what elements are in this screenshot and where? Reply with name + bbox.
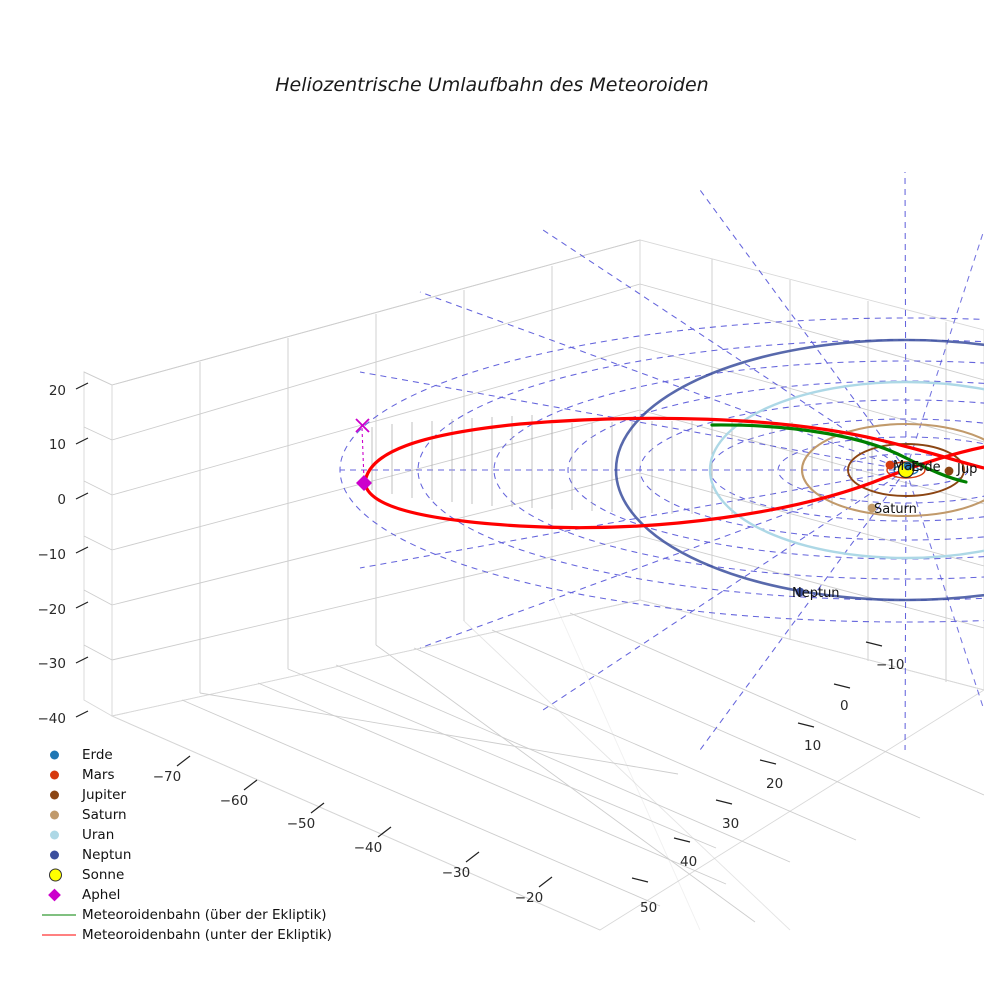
orbit-above-line-icon: [38, 905, 82, 925]
legend-item-saturn[interactable]: Saturn: [38, 805, 332, 825]
saturn-label: Saturn: [874, 502, 917, 517]
erde-marker-icon: [38, 745, 82, 765]
mars-label: Mars: [893, 459, 925, 474]
z-tick: 0: [57, 492, 66, 508]
orbit-jupiter: [847, 443, 965, 497]
aphel-marker-icon: [38, 885, 82, 905]
axes-panes: [83, 239, 984, 931]
orbit-below-line-icon: [38, 925, 82, 945]
y-tick: 30: [722, 816, 739, 832]
y-axis-tick-labels: −10 0 10 20 30 40 50: [640, 657, 905, 916]
aphel-projection-line: [361, 427, 365, 481]
legend-label: Mars: [82, 767, 115, 783]
neptun-marker-icon: [795, 587, 805, 597]
x-axis-tick-labels: −70 −60 −50 −40 −30 −20: [153, 769, 544, 906]
legend-item-jupiter[interactable]: Jupiter: [38, 785, 332, 805]
orbit-stem-lines: [371, 415, 873, 514]
legend-label: Jupiter: [82, 787, 127, 803]
y-tick: −10: [876, 657, 905, 673]
legend: Erde Mars Jupiter Saturn Uran Neptun Son…: [38, 745, 332, 945]
orbit-neptun: [614, 338, 984, 602]
legend-label: Sonne: [82, 867, 125, 883]
legend-item-orbit-below[interactable]: Meteoroidenbahn (unter der Ekliptik): [38, 925, 332, 945]
pane-left-edge: [83, 371, 113, 717]
orbit-uran: [708, 380, 984, 560]
jupiter-marker-icon: [38, 785, 82, 805]
legend-label: Meteoroidenbahn (über der Ekliptik): [82, 907, 327, 923]
tick-marks: [75, 382, 883, 888]
z-axis-tick-labels: 20 10 0 −10 −20 −30 −40: [38, 383, 67, 727]
legend-label: Saturn: [82, 807, 127, 823]
legend-item-uran[interactable]: Uran: [38, 825, 332, 845]
x-tick: −60: [220, 793, 249, 809]
pane-floor: [110, 596, 984, 931]
aphel-projection-x-icon: [355, 418, 370, 433]
x-tick: −40: [354, 840, 383, 856]
y-tick: 50: [640, 900, 657, 916]
y-tick: 20: [766, 776, 783, 792]
legend-item-mars[interactable]: Mars: [38, 765, 332, 785]
page-title: Heliozentrische Umlaufbahn des Meteoroid…: [275, 74, 709, 96]
orbit-saturn: [800, 422, 984, 518]
saturn-marker-icon: [38, 805, 82, 825]
aphel-marker-icon: [356, 475, 372, 491]
mars-marker-icon: [885, 460, 895, 470]
y-tick: 10: [804, 738, 821, 754]
x-tick: −70: [153, 769, 182, 785]
legend-label: Aphel: [82, 887, 121, 903]
erde-label: Erde: [911, 460, 941, 475]
neptun-label: Neptun: [792, 586, 840, 601]
mars-marker-icon: [38, 765, 82, 785]
z-tick: 10: [49, 437, 66, 453]
pane-right: [639, 239, 984, 691]
legend-label: Meteoroidenbahn (unter der Ekliptik): [82, 927, 332, 943]
z-tick: −10: [38, 547, 67, 563]
legend-item-aphel[interactable]: Aphel: [38, 885, 332, 905]
neptun-marker-icon: [38, 845, 82, 865]
legend-item-orbit-above[interactable]: Meteoroidenbahn (über der Ekliptik): [38, 905, 332, 925]
pane-left: [111, 239, 641, 717]
sonne-marker-icon: [38, 865, 82, 885]
jupiter-marker-icon: [944, 466, 954, 476]
x-tick: −30: [442, 865, 471, 881]
z-tick: 20: [49, 383, 66, 399]
legend-item-neptun[interactable]: Neptun: [38, 845, 332, 865]
y-tick: 0: [840, 698, 849, 714]
z-tick: −30: [38, 656, 67, 672]
x-tick: −50: [287, 816, 316, 832]
meteoroid-orbit-below-2: [363, 445, 984, 530]
legend-label: Uran: [82, 827, 115, 843]
meteoroid-orbit-above: [710, 423, 968, 484]
legend-label: Erde: [82, 747, 113, 763]
meteoroid-orbit-below: [363, 416, 984, 485]
legend-item-erde[interactable]: Erde: [38, 745, 332, 765]
meteoroid-orbit: [363, 416, 984, 530]
x-tick: −20: [515, 890, 544, 906]
body-markers: [355, 418, 954, 597]
uran-marker-icon: [38, 825, 82, 845]
legend-label: Neptun: [82, 847, 132, 863]
z-tick: −40: [38, 711, 67, 727]
body-annotations: Mars Erde Jup Saturn Neptun: [792, 459, 977, 601]
y-tick: 40: [680, 854, 697, 870]
erde-marker-icon: [903, 461, 913, 471]
jupiter-label: Jup: [956, 462, 977, 477]
z-tick: −20: [38, 602, 67, 618]
legend-item-sonne[interactable]: Sonne: [38, 865, 332, 885]
saturn-marker-icon: [867, 503, 877, 513]
